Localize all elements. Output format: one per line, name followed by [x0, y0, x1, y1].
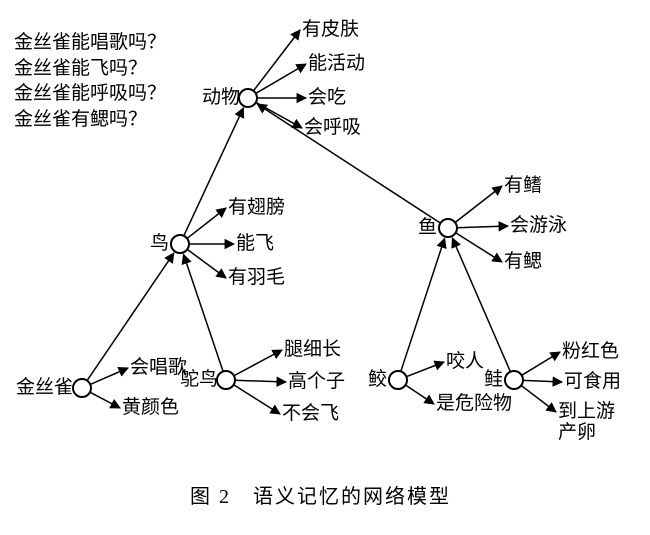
- feature-edge-salmon-2: [521, 385, 556, 412]
- feature-edge-salmon-0: [522, 352, 560, 375]
- feature-label-ostrich-1: 高个子: [288, 372, 345, 393]
- feature-label-ostrich-2: 不会飞: [282, 404, 339, 425]
- node-label-salmon: 鲑: [484, 370, 503, 391]
- node-label-animal: 动物: [202, 88, 240, 109]
- node-animal: [239, 89, 257, 107]
- node-label-shark: 鲛: [368, 370, 387, 391]
- feature-label-salmon-1: 可食用: [564, 372, 621, 393]
- feature-label-animal-1: 能活动: [308, 54, 365, 75]
- feature-label-animal-2: 会吃: [308, 88, 346, 109]
- feature-label-fish-0: 有鳍: [504, 176, 542, 197]
- feature-label-bird-1: 能飞: [236, 234, 274, 255]
- feature-edge-ostrich-1: [235, 380, 286, 382]
- feature-edge-canary-1: [90, 392, 120, 408]
- feature-label-fish-1: 会游泳: [510, 216, 567, 237]
- feature-label-ostrich-0: 腿细长: [284, 340, 341, 361]
- feature-label-shark-1: 是危险物: [436, 394, 512, 415]
- node-fish: [439, 219, 457, 237]
- question-block: 金丝雀能唱歌吗？金丝雀能飞吗？金丝雀能呼吸吗？金丝雀有鳃吗？: [14, 30, 166, 133]
- feature-edge-fish-0: [455, 186, 502, 222]
- feature-label-bird-2: 有羽毛: [228, 268, 285, 289]
- feature-edge-fish-2: [456, 233, 502, 262]
- node-salmon: [505, 371, 523, 389]
- feature-edge-shark-1: [405, 385, 434, 404]
- feature-label-shark-0: 咬人: [446, 352, 484, 373]
- feature-edge-ostrich-0: [234, 350, 282, 376]
- feature-label-animal-3: 会呼吸: [304, 118, 361, 139]
- node-label-canary: 金丝雀: [16, 378, 73, 399]
- node-canary: [73, 379, 91, 397]
- feature-label-animal-0: 有皮肤: [302, 20, 359, 41]
- feature-label-canary-0: 会唱歌: [130, 358, 187, 379]
- feature-label-bird-0: 有翅膀: [228, 198, 285, 219]
- feature-edge-ostrich-2: [234, 385, 280, 414]
- feature-edge-animal-3: [256, 102, 302, 128]
- feature-edge-salmon-1: [523, 380, 562, 382]
- feature-edge-bird-0: [187, 208, 226, 238]
- node-ostrich: [217, 371, 235, 389]
- node-label-fish: 鱼: [418, 218, 437, 239]
- feature-label-salmon-2: 到上游产卵: [558, 402, 615, 444]
- isa-edge-shark-fish: [401, 238, 445, 371]
- feature-edge-bird-2: [187, 249, 226, 278]
- feature-edge-canary-0: [90, 368, 128, 384]
- figure-caption: 图 2 语义记忆的网络模型: [190, 480, 451, 509]
- node-bird: [171, 235, 189, 253]
- feature-edge-fish-1: [457, 226, 508, 228]
- feature-label-fish-2: 有鳃: [504, 252, 542, 273]
- feature-label-salmon-0: 粉红色: [562, 342, 619, 363]
- node-label-bird: 鸟: [150, 234, 169, 255]
- feature-edge-shark-0: [406, 362, 444, 377]
- feature-label-canary-1: 黄颜色: [122, 398, 179, 419]
- node-shark: [389, 371, 407, 389]
